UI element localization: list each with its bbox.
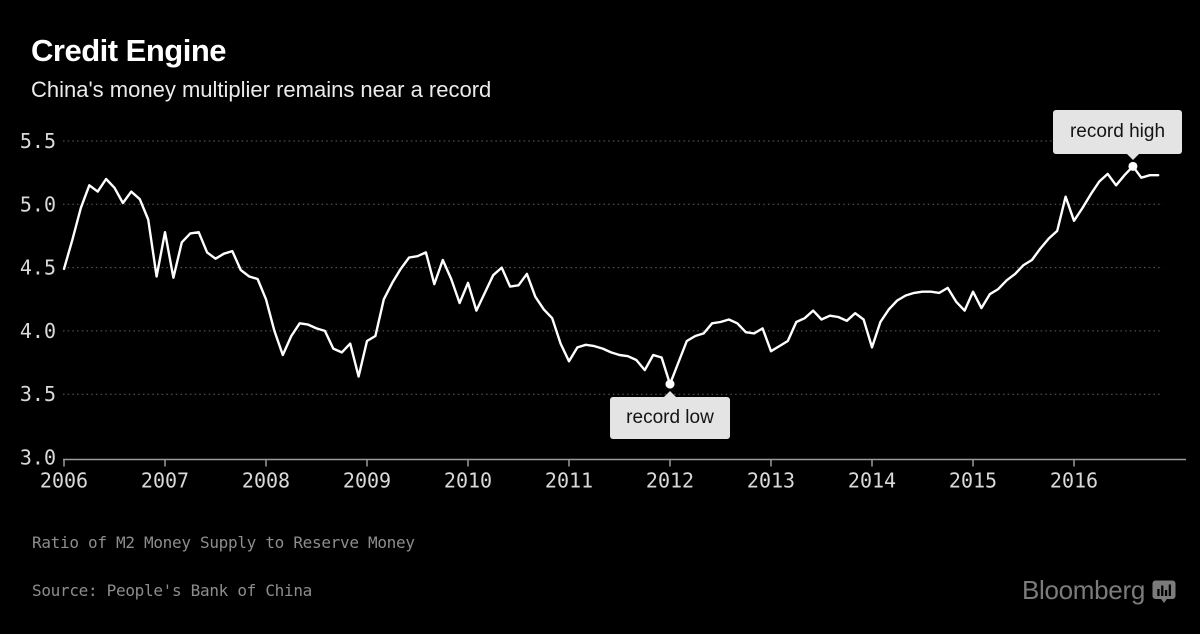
x-axis-label-2006: 2006 xyxy=(40,469,88,493)
chart-note: Ratio of M2 Money Supply to Reserve Mone… xyxy=(32,533,415,552)
y-axis-label-5.5: 5.5 xyxy=(20,129,56,153)
record-low-callout: record low xyxy=(610,391,730,440)
record-high-marker xyxy=(1128,161,1138,171)
x-axis-label-2010: 2010 xyxy=(444,469,492,493)
record-low-label: record low xyxy=(626,407,714,429)
record-high-callout: record high xyxy=(1053,110,1182,161)
y-axis-label-3.5: 3.5 xyxy=(20,382,56,406)
chart-subtitle: China's money multiplier remains near a … xyxy=(31,77,492,102)
series-line xyxy=(62,165,1160,386)
bloomberg-chart-bubble-icon xyxy=(1152,580,1176,603)
y-axis-label-4.0: 4.0 xyxy=(20,319,56,343)
x-axis-label-2015: 2015 xyxy=(949,469,997,493)
chart-title: Credit Engine xyxy=(31,33,227,68)
x-axis-label-2008: 2008 xyxy=(242,469,290,493)
x-axis-label-2016: 2016 xyxy=(1050,469,1098,493)
bloomberg-logo-text: Bloomberg xyxy=(1021,575,1145,605)
y-axis-label-4.5: 4.5 xyxy=(20,256,56,280)
chart-source: Source: People's Bank of China xyxy=(32,581,312,600)
record-high-label: record high xyxy=(1069,121,1166,143)
x-axis-label-2007: 2007 xyxy=(141,469,189,493)
x-axis-label-2009: 2009 xyxy=(343,469,391,493)
x-axis-label-2013: 2013 xyxy=(747,469,795,493)
x-axis-label-2014: 2014 xyxy=(848,469,896,493)
record-low-marker xyxy=(665,379,675,389)
bloomberg-logo: Bloomberg xyxy=(1022,575,1176,606)
x-axis-label-2011: 2011 xyxy=(545,469,593,493)
y-axis-label-5.0: 5.0 xyxy=(20,192,56,216)
y-axis-label-3.0: 3.0 xyxy=(20,446,56,470)
x-axis-label-2012: 2012 xyxy=(646,469,694,493)
